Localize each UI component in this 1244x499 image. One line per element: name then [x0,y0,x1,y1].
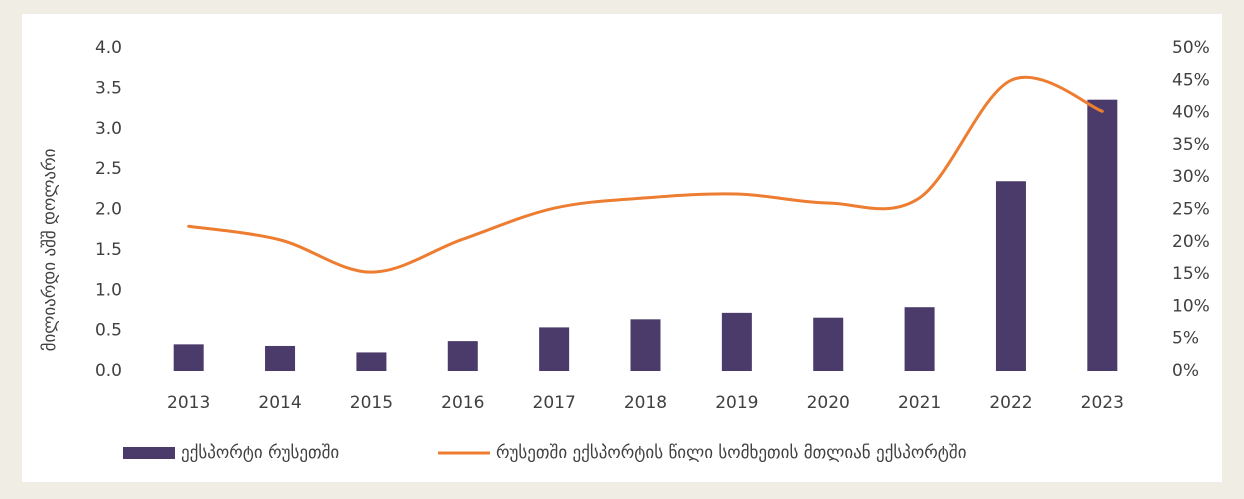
y-tick-label: 1.5 [95,240,122,260]
x-tick-label: 2015 [350,393,393,413]
bar [630,319,661,371]
bar [356,352,387,371]
y2-tick-label: 50% [1172,38,1210,58]
y2-tick-label: 5% [1172,329,1199,349]
y2-tick-label: 35% [1172,135,1210,155]
x-tick-label: 2020 [807,393,850,413]
y2-tick-label: 0% [1172,361,1199,381]
legend-swatch [123,447,175,459]
y2-tick-label: 10% [1172,296,1210,316]
y2-tick-label: 15% [1172,264,1210,284]
x-tick-label: 2023 [1081,393,1124,413]
y-tick-label: 4.0 [95,38,122,58]
y-tick-label: 0.0 [95,361,122,381]
y-tick-label: 1.0 [95,280,122,300]
x-tick-label: 2013 [167,393,210,413]
x-tick-label: 2018 [624,393,667,413]
y-axis-label: მილიარდი აშშ დოლარი [40,149,60,352]
bar [265,345,296,371]
line [187,75,1104,274]
x-tick-label: 2016 [441,393,484,413]
legend-label: რუსეთში ექსპორტის წილი სომხეთის მთლიან ე… [496,443,967,463]
bar [904,307,935,371]
bar [721,312,752,371]
x-tick-label: 2022 [989,393,1032,413]
x-tick-label: 2019 [715,393,758,413]
y2-tick-label: 45% [1172,70,1210,90]
bar [447,341,478,371]
x-tick-label: 2017 [533,393,576,413]
y-tick-label: 0.5 [95,321,122,341]
y2-tick-label: 40% [1172,103,1210,123]
x-tick-label: 2021 [898,393,941,413]
y2-tick-label: 30% [1172,167,1210,187]
y-tick-label: 2.5 [95,159,122,179]
y-tick-label: 3.0 [95,119,122,139]
y2-tick-label: 25% [1172,200,1210,220]
bar [813,317,844,371]
bar [1087,99,1118,372]
y-tick-label: 3.5 [95,78,122,98]
bar [173,344,204,371]
bar [995,181,1026,371]
y2-tick-label: 20% [1172,232,1210,252]
bar [539,327,570,371]
x-tick-label: 2014 [258,393,301,413]
legend-label: ექსპორტი რუსეთში [181,443,339,463]
y-tick-label: 2.0 [95,200,122,220]
